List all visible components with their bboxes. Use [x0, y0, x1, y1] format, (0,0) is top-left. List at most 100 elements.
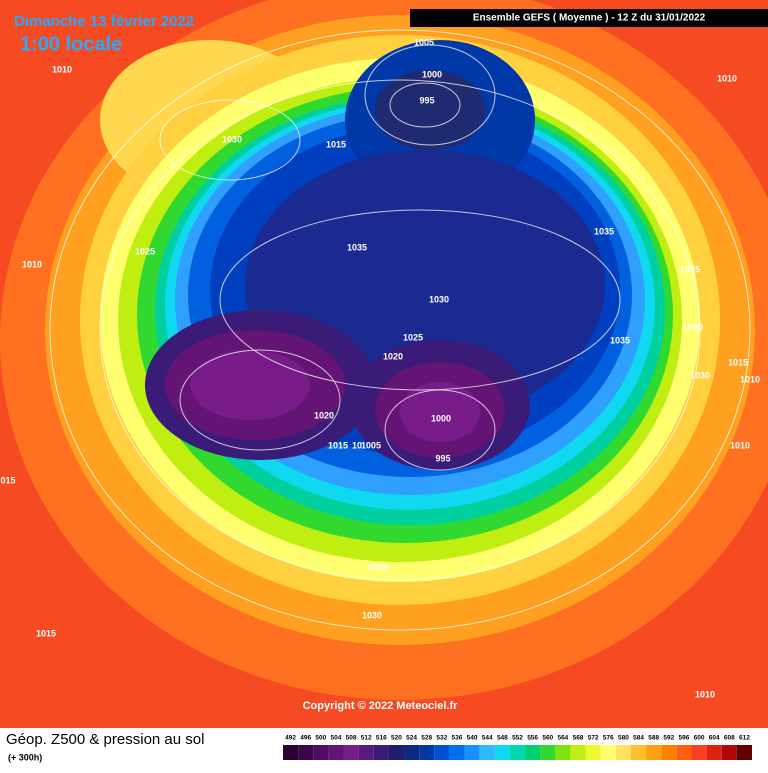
color-swatch: [358, 745, 374, 760]
scale-label: 504: [331, 735, 342, 742]
scale-label: 528: [421, 735, 432, 742]
isobar-label: 1000: [422, 69, 442, 79]
color-swatch: [661, 745, 677, 760]
color-swatch: [283, 745, 299, 760]
scale-label: 524: [406, 735, 417, 742]
isobar-label: 1020: [383, 351, 403, 361]
isobar-label: 1015: [36, 628, 56, 638]
color-swatch: [615, 745, 631, 760]
isobar-label: 10: [352, 440, 362, 450]
scale-label: 540: [467, 735, 478, 742]
scale-label: 600: [694, 735, 705, 742]
color-swatch: [298, 745, 314, 760]
color-swatch: [691, 745, 707, 760]
date-title: Dimanche 13 février 2022: [14, 13, 194, 30]
isobar-label: 1020: [683, 322, 703, 332]
isobar-label: 1035: [594, 226, 614, 236]
scale-label: 596: [678, 735, 689, 742]
isobar-label: 1030: [222, 134, 242, 144]
isobar-label: 1020: [314, 410, 334, 420]
color-swatch: [328, 745, 344, 760]
scale-label: 552: [512, 735, 523, 742]
color-swatch: [676, 745, 692, 760]
isobar-labels: 1005 1000 995 1010 1030 1015 1010 1025 1035 1035 1…: [0, 37, 760, 699]
isobar-label: 1010: [695, 689, 715, 699]
color-swatch: [721, 745, 737, 760]
isobar-label: 1010: [730, 440, 750, 450]
scale-label: 496: [300, 735, 311, 742]
footer-title: Géop. Z500 & pression au sol: [6, 731, 204, 748]
scale-label: 576: [603, 735, 614, 742]
color-swatch: [419, 745, 435, 760]
color-swatch: [343, 745, 359, 760]
color-swatch: [646, 745, 662, 760]
color-swatch: [449, 745, 465, 760]
isobar-label: 1030: [429, 294, 449, 304]
color-swatch: [555, 745, 571, 760]
color-swatch: [494, 745, 510, 760]
scale-label: 608: [724, 735, 735, 742]
isobar-label: 1010: [740, 374, 760, 384]
scale-label: 492: [285, 735, 296, 742]
isobar-label: 1010: [717, 73, 737, 83]
scale-label: 536: [452, 735, 463, 742]
scale-label: 584: [633, 735, 644, 742]
scale-label: 500: [315, 735, 326, 742]
isobar-label: 015: [0, 475, 15, 485]
color-swatch: [404, 745, 420, 760]
isobar-label: 1010: [52, 64, 72, 74]
scale-label: 564: [557, 735, 568, 742]
isobar-label: 1025: [135, 246, 155, 256]
scale-label: 612: [739, 735, 750, 742]
color-scale: 492 496 500 504 508 512 516 520 524 528 532 536 540 5…: [283, 735, 752, 760]
isobar-label: 1010: [22, 259, 42, 269]
isobar-label: 995: [419, 95, 434, 105]
isobar-label: 1000: [431, 413, 451, 423]
isobar-label: 1035: [610, 335, 630, 345]
color-swatch: [736, 745, 752, 760]
header-bar: [410, 9, 768, 27]
isobar-label: 1015: [326, 139, 346, 149]
copyright: Copyright © 2022 Meteociel.fr: [303, 700, 459, 712]
color-swatch: [479, 745, 495, 760]
isobar-label: 1025: [403, 332, 423, 342]
color-swatch: [373, 745, 389, 760]
scale-label: 544: [482, 735, 493, 742]
isobar-label: 1015: [328, 440, 348, 450]
isobar-label: 995: [435, 453, 450, 463]
isobars: [49, 29, 751, 631]
isobar-label: 1030: [362, 610, 382, 620]
isobar-label: 1025: [368, 562, 388, 572]
color-swatch: [630, 745, 647, 760]
isobar-label: 1030: [690, 370, 710, 380]
isobar-label: 1005: [361, 440, 381, 450]
scale-label: 592: [663, 735, 674, 742]
footer-lead: (+ 300h): [8, 752, 42, 762]
isobar-label: 1005: [414, 37, 434, 47]
color-swatch: [464, 745, 480, 760]
color-swatch: [600, 745, 616, 760]
isobar-label: 1035: [347, 242, 367, 252]
color-swatch: [509, 745, 526, 760]
color-swatch: [525, 745, 541, 760]
geopotential-field: [0, 0, 768, 728]
scale-label: 556: [527, 735, 538, 742]
color-swatch: [313, 745, 329, 760]
scale-label: 512: [361, 735, 372, 742]
color-swatch: [706, 745, 722, 760]
time-title: 1:00 locale: [20, 33, 122, 55]
isobar-label: 1025: [680, 264, 700, 274]
scale-label: 568: [573, 735, 584, 742]
color-swatch: [540, 745, 556, 760]
color-swatch: [570, 745, 586, 760]
model-title: Ensemble GEFS ( Moyenne ) - 12 Z du 31/0…: [473, 13, 706, 24]
scale-label: 520: [391, 735, 402, 742]
scale-label: 516: [376, 735, 387, 742]
scale-label: 572: [588, 735, 599, 742]
scale-label: 532: [436, 735, 447, 742]
isobar-label: 1015: [728, 357, 748, 367]
scale-label: 604: [709, 735, 720, 742]
scale-label: 508: [346, 735, 357, 742]
